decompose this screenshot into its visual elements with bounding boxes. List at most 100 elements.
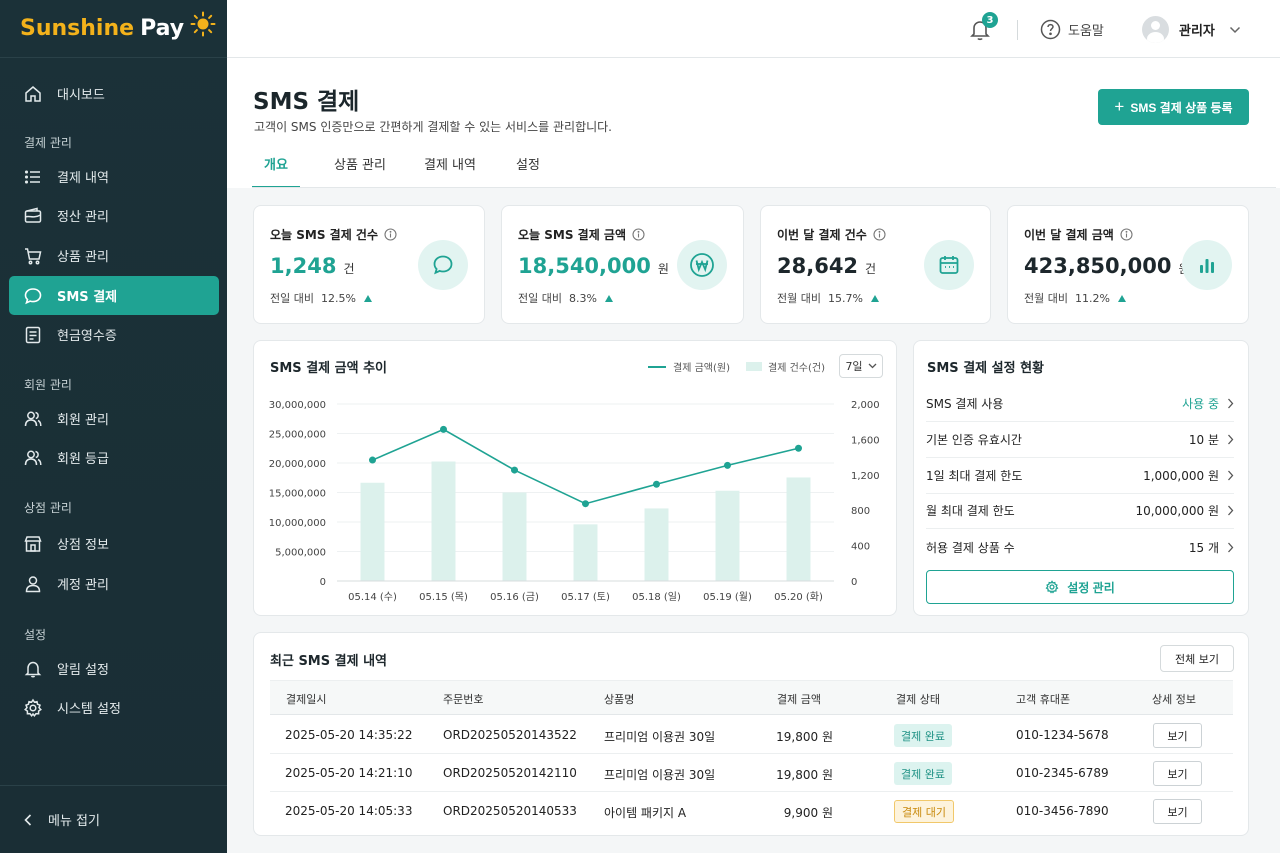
cell-product: 프리미엄 이용권 30일 [604,730,716,744]
settings-row-label: 허용 결제 상품 수 [926,540,1015,555]
trend-up-icon [1117,294,1126,302]
sidebar-item-store-info[interactable]: 상점 정보 [9,524,219,563]
settings-row-allowed-products[interactable]: 허용 결제 상품 수 15 개 [926,529,1234,565]
table-row: 2025-05-20 14:05:33 ORD20250520140533 아이… [270,792,1233,830]
info-icon[interactable] [1120,228,1133,241]
cell-order: ORD20250520143522 [443,728,577,742]
legend-bar-label: 결제 건수(건) [768,363,825,374]
y-left-tick-label: 0 [320,577,326,588]
settings-row-value: 10 분 [1189,431,1234,448]
manage-settings-label: 설정 관리 [1067,580,1115,595]
y-left-tick-label: 20,000,000 [269,459,326,470]
settings-row-label: 기본 인증 유효시간 [926,433,1022,447]
legend-bar-item: 결제 건수(건) [746,359,825,374]
won-icon [690,253,714,277]
sidebar-item-label: SMS 결제 [57,290,118,305]
cell-date: 2025-05-20 14:05:33 [285,804,413,818]
sidebar-item-member-grade[interactable]: 회원 등급 [9,438,219,477]
info-icon[interactable] [632,228,645,241]
tab-product-management[interactable]: 상품 관리 [334,158,386,173]
bar [502,492,527,581]
sidebar-item-members[interactable]: 회원 관리 [9,399,219,438]
view-detail-button[interactable]: 보기 [1153,761,1202,786]
wallet-icon [24,207,42,223]
view-detail-button[interactable]: 보기 [1153,723,1202,748]
stat-value-number: 1,248 [270,254,337,278]
cell-order: ORD20250520140533 [443,804,577,818]
user-menu[interactable]: 관리자 [1142,16,1241,43]
tab-settings[interactable]: 설정 [516,158,540,173]
sidebar-item-settlement[interactable]: 정산 관리 [9,196,219,235]
help-link[interactable]: 도움말 [1040,19,1104,40]
chart-title: SMS 결제 금액 추이 [270,361,387,376]
stat-comparison: 전월 대비 15.7% [777,290,879,306]
collapse-menu-label: 메뉴 접기 [48,814,100,829]
sidebar-item-sms-payment[interactable]: SMS 결제 [9,276,219,315]
y-right-tick-label: 1,200 [851,471,880,482]
stat-value-number: 423,850,000 [1024,254,1172,278]
user-icon [25,575,41,592]
bar [786,477,811,581]
legend-line-item: 결제 금액(원) [648,359,730,374]
chart-plot: 30,000,000 25,000,000 20,000,000 15,000,000… [269,400,880,603]
legend-line-swatch [648,365,666,368]
stat-value-unit: 건 [865,262,877,276]
tab-overview[interactable]: 개요 [252,154,300,188]
sidebar-item-notifications[interactable]: 알림 설정 [9,649,219,688]
chevron-right-icon [1228,434,1234,445]
stat-value: 28,642 건 [777,254,876,278]
sidebar: Sunshine Pay 대시보드 결제 관리 결제 내역 정산 관리 상품 관… [0,0,227,853]
gear-icon [24,698,42,717]
stat-comparison: 전일 대비 12.5% [270,290,372,306]
table-row: 2025-05-20 14:35:22 ORD20250520143522 프리… [270,716,1233,754]
stat-comparison-label: 전월 대비 [1024,292,1068,305]
status-badge: 결제 완료 [894,762,952,785]
bell-icon [24,661,42,677]
sidebar-item-system-settings[interactable]: 시스템 설정 [9,688,219,727]
cell-amount: 19,800 원 [776,730,833,744]
range-select[interactable]: 7일 [839,354,883,378]
sidebar-item-label: 대시보드 [57,88,105,103]
info-icon[interactable] [384,228,397,241]
sidebar-item-products[interactable]: 상품 관리 [9,236,219,275]
x-tick-label: 05.15 (목) [419,591,468,603]
cell-product: 아이템 패키지 A [604,806,687,820]
tab-payment-history[interactable]: 결제 내역 [424,158,476,173]
cell-phone: 010-1234-5678 [1016,728,1109,742]
user-name: 관리자 [1179,24,1215,39]
store-icon [24,535,42,552]
chat-icon [433,255,453,275]
y-left-tick-label: 25,000,000 [269,430,326,441]
sidebar-item-payment-history[interactable]: 결제 내역 [9,157,219,196]
sidebar-item-account[interactable]: 계정 관리 [9,564,219,603]
sidebar-item-label: 정산 관리 [57,210,109,225]
logo[interactable]: Sunshine Pay [0,0,227,58]
settings-title: SMS 결제 설정 현황 [927,361,1044,376]
sun-icon [190,11,216,36]
collapse-menu-button[interactable]: 메뉴 접기 [0,785,227,853]
notification-bell-icon[interactable] [969,18,991,42]
cell-date: 2025-05-20 14:21:10 [285,766,413,780]
chevron-right-icon [1228,505,1234,516]
view-detail-button[interactable]: 보기 [1153,799,1202,824]
table-header: 결제일시 주문번호 상품명 결제 금액 결제 상태 고객 휴대폰 상세 정보 [270,680,1233,715]
bar-chart-icon [1200,259,1214,273]
settings-row-monthly-limit[interactable]: 월 최대 결제 한도 10,000,000 원 [926,493,1234,529]
settings-row-sms-usage[interactable]: SMS 결제 사용 사용 중 [926,386,1234,422]
cell-phone: 010-3456-7890 [1016,804,1109,818]
settings-row-auth-time[interactable]: 기본 인증 유효시간 10 분 [926,422,1234,458]
y-right-tick-label: 400 [851,542,870,553]
settings-row-daily-limit[interactable]: 1일 최대 결제 한도 1,000,000 원 [926,458,1234,494]
sidebar-item-dashboard[interactable]: 대시보드 [9,74,219,113]
view-all-button[interactable]: 전체 보기 [1160,645,1234,672]
settings-row-value: 1,000,000 원 [1143,467,1234,484]
manage-settings-button[interactable]: 설정 관리 [926,570,1234,604]
info-icon[interactable] [873,228,886,241]
register-sms-product-button[interactable]: + SMS 결제 상품 등록 [1098,89,1249,125]
sidebar-item-cash-receipt[interactable]: 현금영수증 [9,315,219,354]
settings-row-label: SMS 결제 사용 [926,397,1004,411]
line-point [795,444,802,452]
sidebar-section-store: 상점 관리 [24,501,72,515]
legend-bar-swatch [746,362,762,371]
